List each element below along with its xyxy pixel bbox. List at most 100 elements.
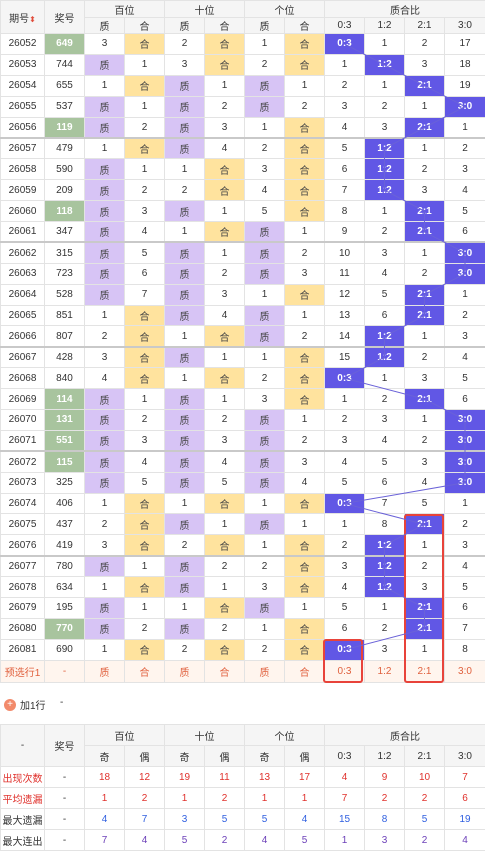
digit-cell: 2: [124, 409, 165, 431]
header-issue[interactable]: 期号⬍: [0, 0, 45, 34]
stats-value: 1: [284, 787, 325, 809]
stats-value: 5: [204, 808, 245, 830]
stats-value: 2: [364, 787, 405, 809]
ratio-cell: 1: [404, 409, 445, 431]
predict-cell[interactable]: 合: [124, 659, 165, 683]
digit-cell: 1: [244, 33, 285, 55]
prize-cell: 770: [44, 617, 85, 640]
table-row: 26071 551 质 3 质 3 质 2 3 4 2 3:0: [0, 429, 485, 452]
table-row: 26060 118 质 3 质 1 5 合 8 1 2:1 5: [0, 200, 485, 223]
issue-cell: 26079: [0, 597, 45, 619]
ratio-cell: 2:1: [404, 597, 445, 619]
digit-cell: 2: [164, 638, 205, 661]
digit-cell: 质: [164, 241, 205, 264]
digit-cell: 5: [124, 241, 165, 264]
prize-cell: 690: [44, 638, 85, 661]
predict-cell[interactable]: 质: [164, 659, 205, 683]
stats-value: 2: [404, 787, 445, 809]
table-row: 26072 115 质 4 质 4 质 3 4 5 3 3:0: [0, 450, 485, 473]
predict-cell[interactable]: 合: [204, 659, 245, 683]
stats-value: 19: [444, 808, 485, 830]
digit-cell: 合: [284, 116, 325, 139]
predict-cell[interactable]: 0:3: [324, 659, 365, 683]
sort-icon: ⬍: [29, 14, 36, 24]
digit-cell: 合: [284, 367, 325, 390]
digit-cell: 质: [84, 179, 125, 202]
digit-cell: 1: [244, 492, 285, 515]
digit-cell: 4: [284, 471, 325, 494]
prize-cell: 437: [44, 513, 85, 536]
digit-cell: 质: [164, 74, 205, 97]
digit-cell: 合: [284, 53, 325, 76]
ratio-cell: 6: [444, 221, 485, 243]
stats-value: 13: [244, 766, 285, 788]
digit-cell: 1: [284, 221, 325, 243]
digit-cell: 质: [244, 74, 285, 97]
digit-cell: 质: [164, 471, 205, 494]
digit-cell: 3: [124, 200, 165, 223]
digit-cell: 质: [244, 95, 285, 118]
add-row-button[interactable]: + 加1行: [4, 697, 46, 712]
stats-value: 4: [244, 829, 285, 851]
digit-cell: 合: [204, 638, 245, 661]
ratio-cell: 13: [324, 304, 365, 327]
table-row: 26053 744 质 1 3 合 2 合 1 1:2 3 18: [0, 53, 485, 76]
ratio-cell: 15: [324, 345, 365, 369]
ratio-cell: 2:1: [404, 617, 445, 640]
predict-cell[interactable]: 质: [244, 659, 285, 683]
digit-cell: 质: [244, 304, 285, 327]
digit-cell: 1: [84, 136, 125, 160]
digit-cell: 1: [204, 74, 245, 97]
ratio-cell: 2: [404, 33, 445, 55]
stats-value: 2: [204, 787, 245, 809]
digit-cell: 质: [164, 116, 205, 139]
digit-cell: 合: [284, 33, 325, 55]
digit-cell: 合: [284, 388, 325, 411]
stats-group-hundreds: 百位: [84, 724, 165, 746]
digit-cell: 合: [124, 534, 165, 557]
digit-cell: 质: [244, 513, 285, 536]
digit-cell: 2: [244, 554, 285, 578]
digit-cell: 质: [164, 136, 205, 160]
table-row: 26067 428 3 合质 1 1 合 15 1:2 2 4: [0, 345, 485, 369]
stats-value: 4: [84, 808, 125, 830]
ratio-cell: 3:0: [444, 241, 485, 264]
digit-cell: 质: [84, 450, 125, 473]
header-group-tens: 十位: [164, 0, 245, 18]
digit-cell: 合: [284, 158, 325, 181]
digit-cell: 质: [164, 450, 205, 473]
ratio-cell: 1: [404, 325, 445, 348]
ratio-cell: 8: [324, 200, 365, 223]
digit-cell: 合: [284, 200, 325, 223]
prize-cell: 537: [44, 95, 85, 118]
predict-cell[interactable]: 2:1: [404, 659, 445, 683]
predict-cell[interactable]: 3:0: [444, 659, 485, 683]
table-row: 26070 131 质 2 质 2 质 1 2 3 1 3:0: [0, 409, 485, 431]
digit-cell: 1: [84, 576, 125, 599]
predict-cell[interactable]: 合: [284, 659, 325, 683]
ratio-cell: 3: [324, 554, 365, 578]
ratio-cell: 1:2: [364, 325, 405, 348]
issue-cell: 26058: [0, 158, 45, 181]
digit-cell: 质: [164, 262, 205, 285]
digit-cell: 1: [84, 74, 125, 97]
digit-cell: 质: [244, 262, 285, 285]
digit-cell: 质: [164, 554, 205, 578]
table-row: 26078 634 1 合质 1 3 合 4 1:2 3 5: [0, 576, 485, 599]
stats-row: 最大遗漏 -4 7 3 5 5 4 15 8 5 19: [0, 808, 485, 830]
ratio-cell: 2:1: [404, 200, 445, 223]
predict-label[interactable]: 预选行1: [0, 659, 45, 683]
add-row-label: 加1行: [20, 701, 46, 712]
issue-cell: 26053: [0, 53, 45, 76]
prize-cell: 195: [44, 597, 85, 619]
predict-cell[interactable]: 1:2: [364, 659, 405, 683]
predict-cell[interactable]: 质: [84, 659, 125, 683]
stats-dash: -: [44, 829, 85, 851]
ratio-cell: 1: [324, 513, 365, 536]
digit-cell: 2: [164, 179, 205, 202]
header-sub-cell: 1:2: [364, 17, 405, 34]
issue-cell: 26081: [0, 638, 45, 661]
ratio-cell: 19: [444, 74, 485, 97]
prize-cell: 655: [44, 74, 85, 97]
predict-dash: -: [44, 659, 85, 683]
